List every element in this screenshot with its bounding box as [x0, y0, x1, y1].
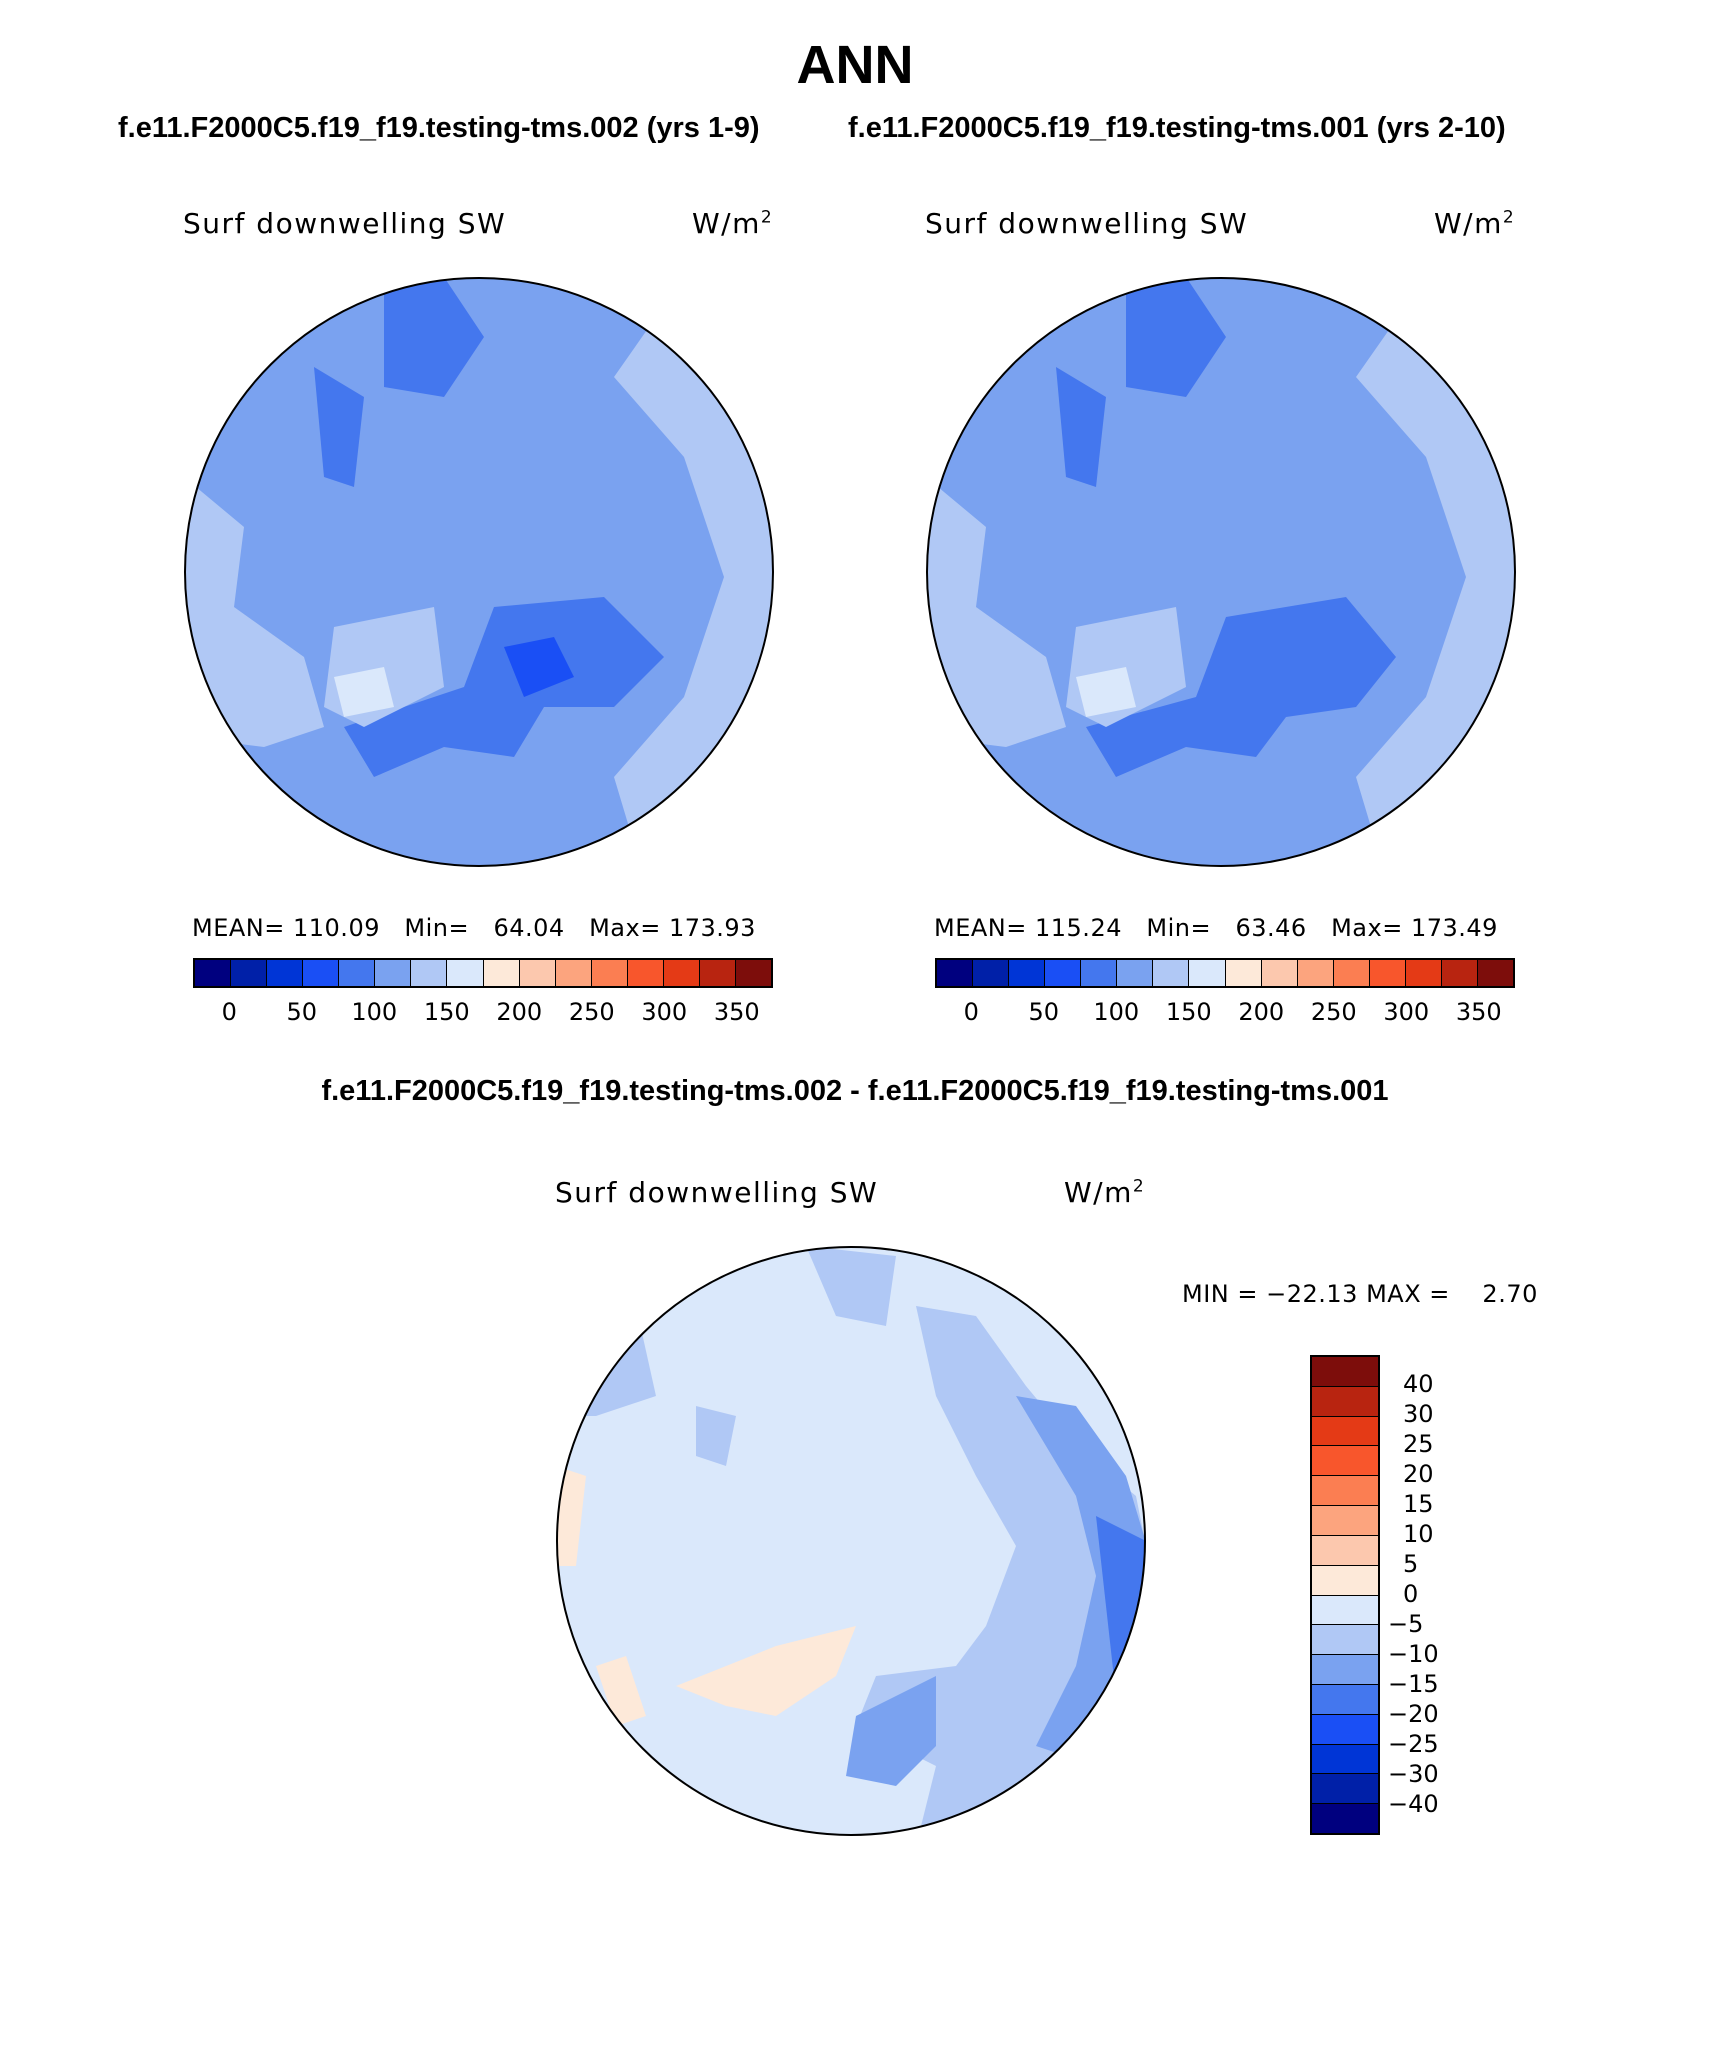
- diff-minmax-label: MIN = −22.13 MAX = 2.70: [1182, 1280, 1538, 1308]
- colorbar-tick-label: −15: [1388, 1670, 1439, 1698]
- colorbar-tick-label: −40: [1388, 1790, 1439, 1818]
- panel2-colorbar: [935, 958, 1515, 988]
- colorbar-swatch: [555, 960, 592, 986]
- colorbar-tick-label: 30: [1403, 1400, 1434, 1428]
- colorbar-swatch: [1312, 1565, 1378, 1596]
- colorbar-swatch: [591, 960, 628, 986]
- colorbar-tick-label: −10: [1388, 1640, 1439, 1668]
- panel2-polar-map: [926, 277, 1516, 867]
- panel2-stats: MEAN= 115.24 Min= 63.46 Max= 173.49: [934, 914, 1498, 942]
- colorbar-swatch: [1312, 1804, 1378, 1833]
- panel1-variable-label: Surf downwelling SW: [183, 207, 507, 240]
- colorbar-swatch: [1081, 960, 1118, 986]
- colorbar-swatch: [1312, 1684, 1378, 1715]
- colorbar-swatch: [267, 960, 304, 986]
- colorbar-tick-label: 250: [1310, 998, 1357, 1026]
- colorbar-swatch: [1009, 960, 1046, 986]
- colorbar-swatch: [663, 960, 700, 986]
- panel1-colorbar: [193, 958, 773, 988]
- colorbar-tick-label: 350: [713, 998, 760, 1026]
- colorbar-swatch: [1225, 960, 1262, 986]
- colorbar-swatch: [1312, 1625, 1378, 1656]
- colorbar-swatch: [1312, 1595, 1378, 1626]
- colorbar-tick-label: 50: [1028, 998, 1060, 1026]
- colorbar-swatch: [411, 960, 448, 986]
- colorbar-swatch: [1312, 1416, 1378, 1447]
- colorbar-swatch: [1312, 1476, 1378, 1507]
- colorbar-swatch: [1477, 960, 1513, 986]
- colorbar-tick-label: 250: [568, 998, 615, 1026]
- colorbar-swatch: [519, 960, 556, 986]
- diff-units-label: W/m2: [1064, 1176, 1146, 1209]
- colorbar-swatch: [1441, 960, 1478, 986]
- colorbar-tick-label: 200: [496, 998, 543, 1026]
- colorbar-swatch: [627, 960, 664, 986]
- colorbar-swatch: [1189, 960, 1226, 986]
- colorbar-swatch: [973, 960, 1010, 986]
- panel1-units-label: W/m2: [692, 207, 774, 240]
- case2-title: f.e11.F2000C5.f19_f19.testing-tms.001 (y…: [848, 112, 1506, 144]
- colorbar-tick-label: 5: [1403, 1550, 1419, 1578]
- colorbar-swatch: [699, 960, 736, 986]
- diff-colorbar: [1310, 1355, 1380, 1835]
- panel2-units-label: W/m2: [1434, 207, 1516, 240]
- colorbar-swatch: [339, 960, 376, 986]
- colorbar-swatch: [1405, 960, 1442, 986]
- colorbar-swatch: [1045, 960, 1082, 986]
- colorbar-tick-label: −5: [1388, 1610, 1424, 1638]
- difference-title: f.e11.F2000C5.f19_f19.testing-tms.002 - …: [321, 1075, 1389, 1107]
- panel1-polar-map: [184, 277, 774, 867]
- colorbar-swatch: [1312, 1714, 1378, 1745]
- colorbar-swatch: [447, 960, 484, 986]
- colorbar-tick-label: 20: [1403, 1460, 1434, 1488]
- colorbar-swatch: [1312, 1386, 1378, 1417]
- colorbar-tick-label: 200: [1238, 998, 1285, 1026]
- colorbar-swatch: [1117, 960, 1154, 986]
- panel2-variable-label: Surf downwelling SW: [925, 207, 1249, 240]
- colorbar-swatch: [1297, 960, 1334, 986]
- colorbar-tick-label: 40: [1403, 1370, 1434, 1398]
- colorbar-tick-label: −30: [1388, 1760, 1439, 1788]
- colorbar-swatch: [1312, 1506, 1378, 1536]
- colorbar-swatch: [1312, 1446, 1378, 1477]
- colorbar-swatch: [1312, 1535, 1378, 1566]
- colorbar-tick-label: 300: [1383, 998, 1430, 1026]
- colorbar-swatch: [375, 960, 412, 986]
- colorbar-tick-label: 300: [641, 998, 688, 1026]
- colorbar-tick-label: 0: [221, 998, 237, 1026]
- case1-title: f.e11.F2000C5.f19_f19.testing-tms.002 (y…: [118, 112, 760, 144]
- diff-polar-map: [556, 1246, 1146, 1836]
- colorbar-tick-label: 0: [963, 998, 979, 1026]
- colorbar-tick-label: 10: [1403, 1520, 1434, 1548]
- colorbar-swatch: [1312, 1655, 1378, 1685]
- diff-variable-label: Surf downwelling SW: [555, 1176, 879, 1209]
- colorbar-swatch: [195, 960, 232, 986]
- colorbar-swatch: [303, 960, 340, 986]
- colorbar-swatch: [1153, 960, 1190, 986]
- colorbar-swatch: [1312, 1357, 1378, 1387]
- colorbar-tick-label: 100: [1093, 998, 1140, 1026]
- colorbar-swatch: [1312, 1774, 1378, 1805]
- colorbar-swatch: [937, 960, 974, 986]
- colorbar-tick-label: −25: [1388, 1730, 1439, 1758]
- colorbar-swatch: [735, 960, 771, 986]
- colorbar-tick-label: 50: [286, 998, 318, 1026]
- colorbar-swatch: [1333, 960, 1370, 986]
- colorbar-tick-label: 150: [1165, 998, 1212, 1026]
- colorbar-swatch: [483, 960, 520, 986]
- colorbar-tick-label: 150: [423, 998, 470, 1026]
- colorbar-swatch: [1369, 960, 1406, 986]
- colorbar-tick-label: 350: [1455, 998, 1502, 1026]
- colorbar-tick-label: 15: [1403, 1490, 1434, 1518]
- colorbar-swatch: [1312, 1744, 1378, 1775]
- colorbar-tick-label: 0: [1403, 1580, 1419, 1608]
- colorbar-tick-label: −20: [1388, 1700, 1439, 1728]
- colorbar-swatch: [231, 960, 268, 986]
- panel1-stats: MEAN= 110.09 Min= 64.04 Max= 173.93: [192, 914, 756, 942]
- figure-title: ANN: [796, 35, 914, 95]
- colorbar-tick-label: 100: [351, 998, 398, 1026]
- colorbar-tick-label: 25: [1403, 1430, 1434, 1458]
- colorbar-swatch: [1261, 960, 1298, 986]
